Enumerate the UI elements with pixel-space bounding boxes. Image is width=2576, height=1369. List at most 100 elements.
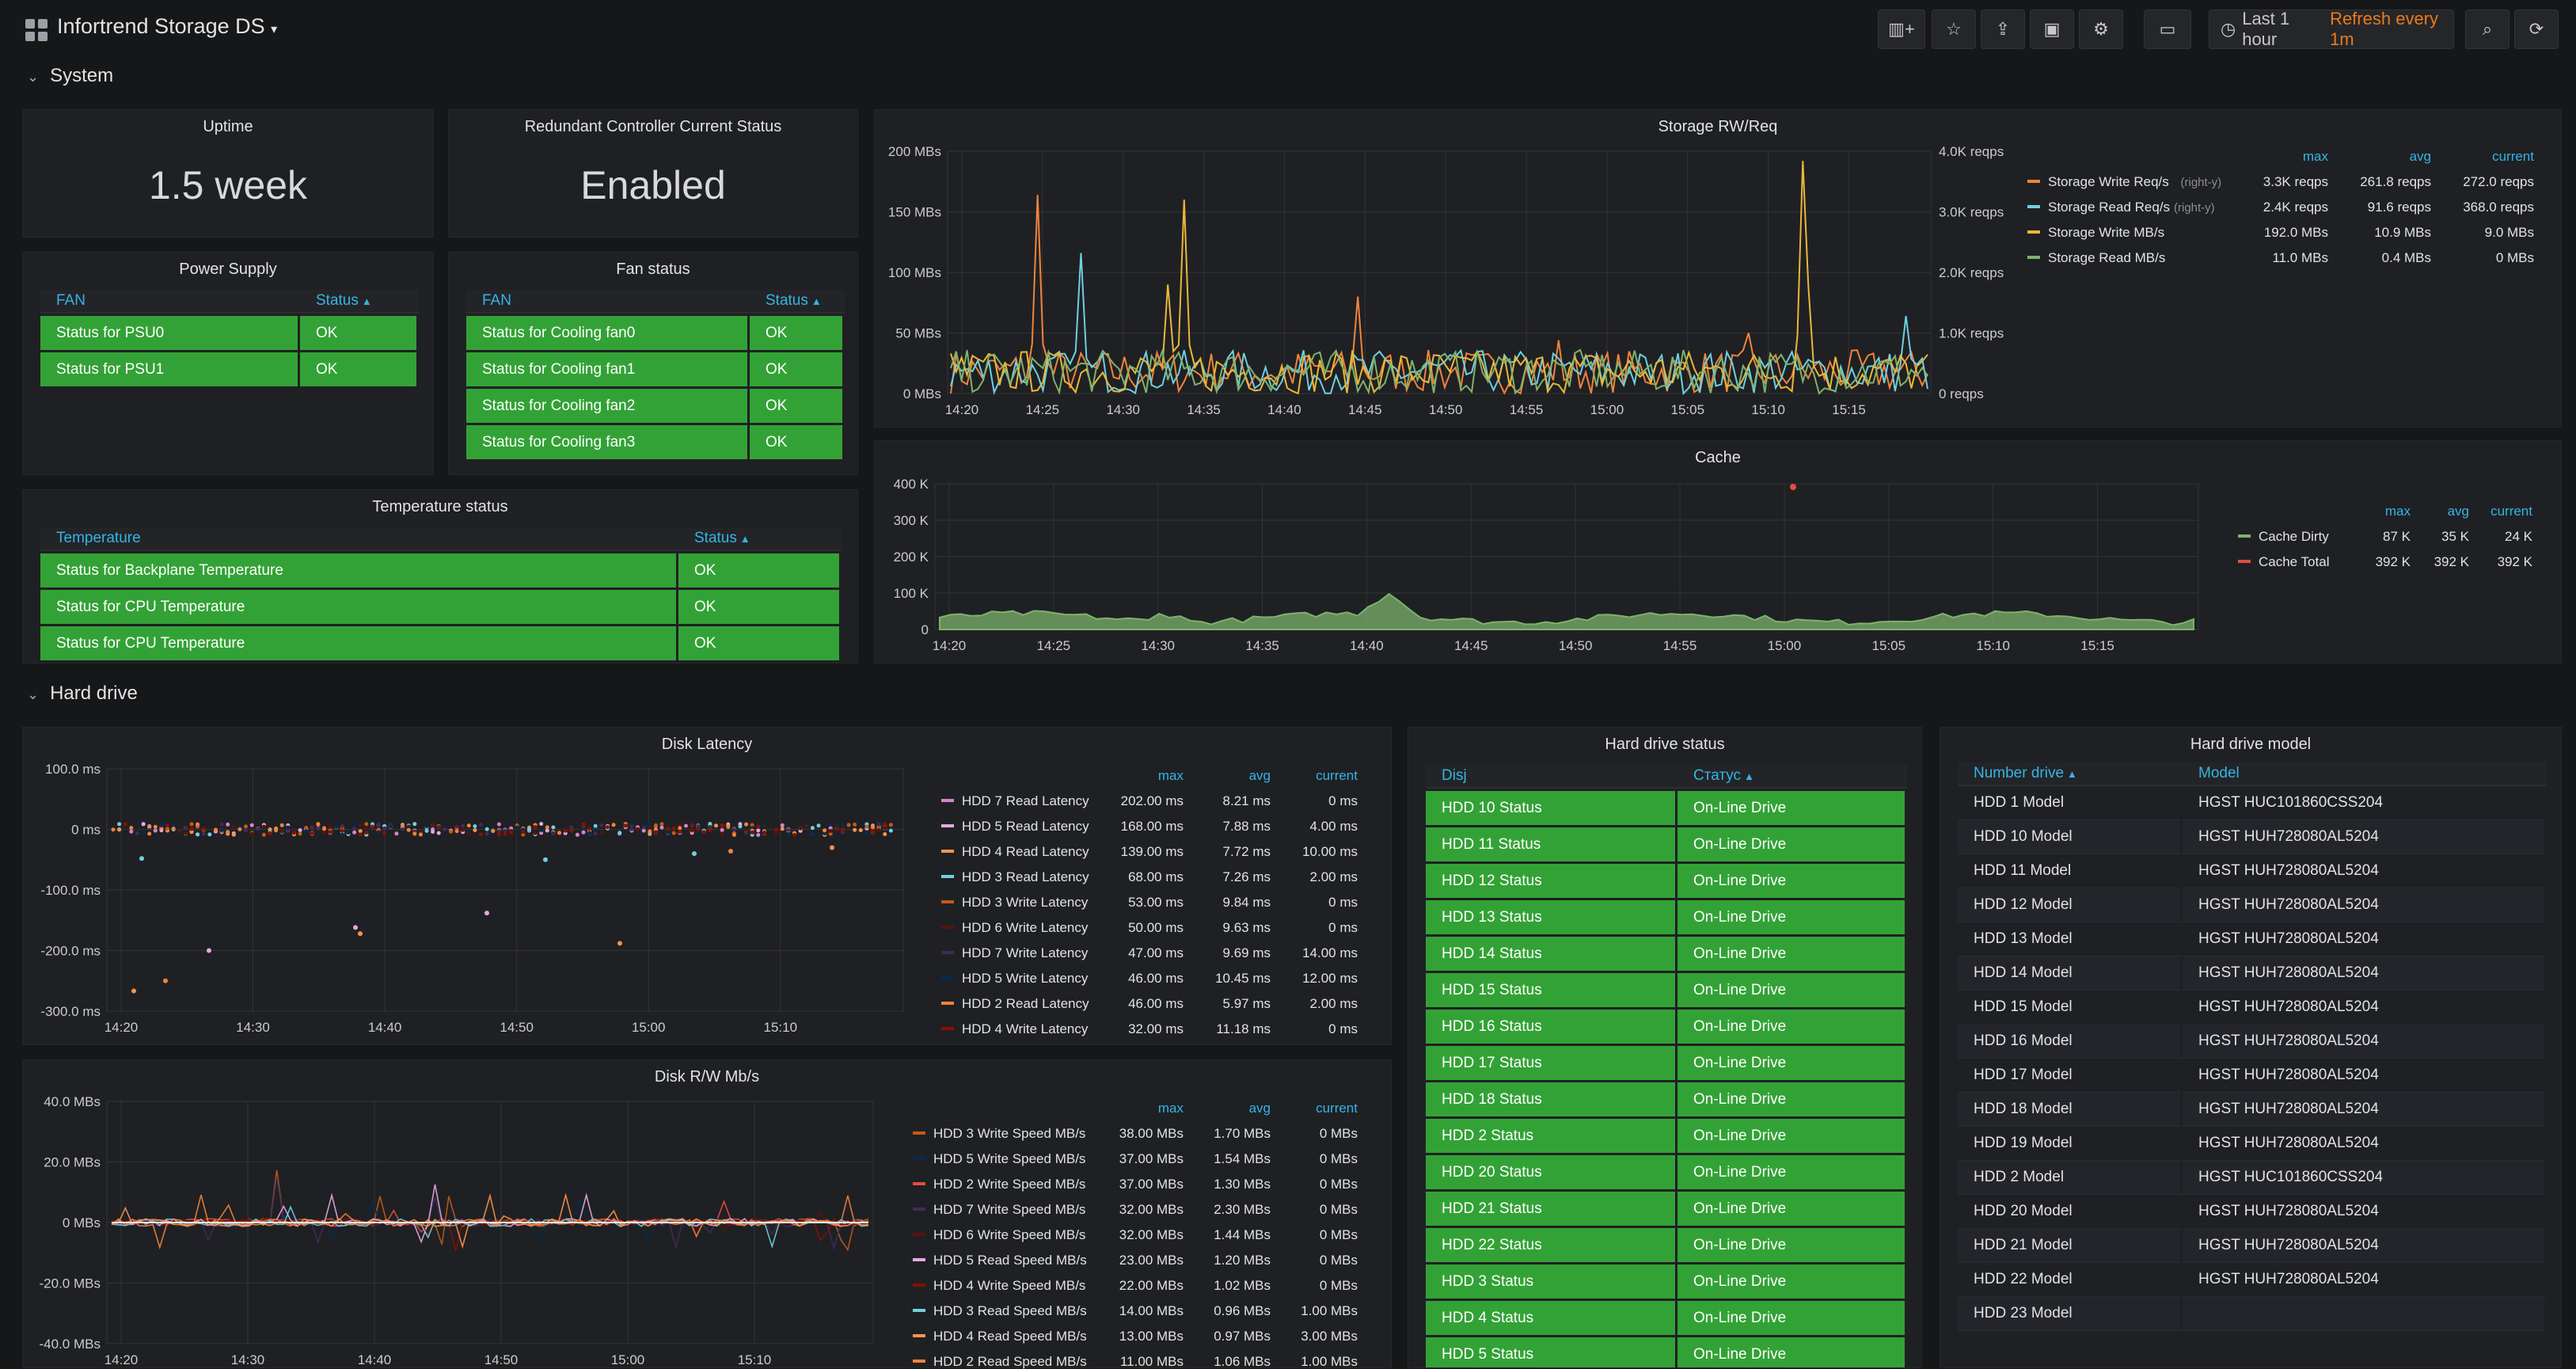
hdd-status-value-cell: On-Line Drive — [1677, 900, 1907, 934]
row-system[interactable]: ⌄ System — [27, 65, 113, 87]
hdd-model-name-cell: HDD 10 Model — [1958, 820, 2183, 854]
data-point — [543, 857, 548, 862]
temp-col-status[interactable]: Status ▲ — [678, 527, 842, 551]
legend-series-name: HDD 7 Write Latency — [962, 945, 1089, 960]
legend-avg: 1.20 MBs — [1214, 1253, 1271, 1268]
save-button[interactable]: ▣ — [2030, 10, 2074, 49]
x-tick-label: 14:50 — [1429, 402, 1463, 417]
data-point — [539, 827, 544, 832]
time-picker-button[interactable]: ◷ Last 1 hour Refresh every 1m — [2209, 9, 2454, 49]
data-point — [539, 822, 544, 826]
data-point — [871, 830, 875, 835]
fan-col-fan[interactable]: FAN — [466, 290, 750, 314]
data-point — [256, 827, 260, 831]
legend-swatch — [2027, 180, 2040, 183]
hdd-status-col-status[interactable]: Статус ▲ — [1677, 765, 1907, 789]
power-table: FAN Status ▲ Status for PSU0 OK Status for P… — [40, 287, 419, 389]
power-col-status[interactable]: Status ▲ — [300, 290, 419, 314]
legend-max: 32.00 MBs — [1119, 1227, 1184, 1242]
data-point — [183, 826, 188, 831]
hdd-model-col-model[interactable]: Model — [2183, 762, 2547, 786]
data-point — [484, 827, 489, 831]
data-point — [310, 831, 314, 835]
data-point — [139, 856, 144, 861]
legend-max: 139.00 ms — [1121, 844, 1184, 859]
legend-series-name: HDD 2 Read Speed MB/s — [933, 1354, 1087, 1369]
legend-series-name: HDD 4 Write Speed MB/s — [933, 1278, 1085, 1293]
data-point — [298, 831, 302, 836]
data-point — [196, 832, 200, 837]
legend-max: 13.00 MBs — [1119, 1329, 1184, 1344]
data-point — [135, 822, 139, 827]
add-panel-button[interactable]: ▥+ — [1878, 10, 1925, 49]
data-point — [503, 828, 507, 833]
x-tick-label: 14:45 — [1454, 638, 1488, 653]
refresh-button[interactable]: ⟳ — [2514, 10, 2559, 49]
data-point — [219, 827, 224, 832]
legend-avg: 1.30 MBs — [1214, 1177, 1271, 1192]
x-tick-label: 14:20 — [945, 402, 979, 417]
hdd-model-row: HDD 15 Model HGST HUH728080AL5204 — [1958, 991, 2547, 1025]
hdd-status-value-cell: On-Line Drive — [1677, 791, 1907, 825]
time-range-label: Last 1 hour — [2242, 9, 2290, 49]
x-tick-label: 14:40 — [368, 1020, 402, 1035]
legend-swatch — [913, 1233, 925, 1236]
power-value-cell: OK — [300, 352, 419, 386]
hdd-status-col-disk[interactable]: Disj — [1426, 765, 1677, 789]
hdd-status-value-cell: On-Line Drive — [1677, 1337, 1907, 1367]
hdd-model-table: Number drive ▲ Model HDD 1 Model HGST HUC10… — [1958, 762, 2547, 1331]
data-point — [473, 828, 477, 832]
data-point — [611, 823, 616, 827]
storage-rw-title: Storage RW/Req — [1658, 118, 1778, 135]
zoom-out-button[interactable]: ⌕ — [2465, 10, 2510, 49]
x-tick-label: 14:30 — [236, 1020, 270, 1035]
y-tick-label: -40.0 MBs — [40, 1337, 101, 1352]
settings-button[interactable]: ⚙ — [2079, 10, 2123, 49]
data-point — [841, 822, 845, 827]
data-point — [261, 824, 266, 829]
data-point — [153, 824, 158, 829]
x-tick-label: 14:20 — [933, 638, 967, 653]
power-col-fan[interactable]: FAN — [40, 290, 300, 314]
temp-col-name[interactable]: Temperature — [40, 527, 678, 551]
x-tick-label: 14:55 — [1663, 638, 1697, 653]
y-tick-label: 20.0 MBs — [44, 1155, 101, 1170]
star-button[interactable]: ☆ — [1932, 10, 1976, 49]
dashboard-grid-icon[interactable] — [25, 19, 47, 41]
data-point — [883, 832, 887, 836]
uptime-title: Uptime — [203, 118, 253, 135]
legend-current: 392 K — [2498, 554, 2533, 569]
dashboard-title[interactable]: Infortrend Storage DS ▾ — [57, 14, 277, 39]
data-point — [671, 826, 676, 831]
fan-col-status[interactable]: Status ▲ — [750, 290, 845, 314]
data-point — [484, 911, 489, 916]
data-point — [461, 823, 465, 828]
y-tick-label: 100 K — [894, 586, 929, 601]
data-point — [244, 828, 248, 833]
data-point — [340, 823, 344, 828]
data-point — [454, 829, 459, 834]
legend-header: max — [1158, 768, 1184, 783]
legend-current: 0 MBs — [1320, 1126, 1358, 1141]
legend-axis-note: (right-y) — [2181, 176, 2222, 189]
hdd-model-name-cell: HDD 20 Model — [1958, 1195, 2183, 1229]
x-tick-label: 14:25 — [1037, 638, 1071, 653]
legend-max: 32.00 ms — [1128, 1021, 1184, 1036]
legend-current: 0 MBs — [1320, 1177, 1358, 1192]
fan-row: Status for Cooling fan2 OK — [466, 389, 845, 423]
data-point — [412, 822, 417, 827]
gear-icon: ⚙ — [2093, 19, 2109, 39]
data-point — [111, 827, 116, 832]
legend-max: 53.00 ms — [1128, 895, 1184, 910]
hdd-model-row: HDD 19 Model HGST HUH728080AL5204 — [1958, 1127, 2547, 1161]
data-point — [750, 830, 754, 835]
legend-max: 32.00 MBs — [1119, 1202, 1184, 1217]
hdd-status-value-cell: On-Line Drive — [1677, 1192, 1907, 1226]
legend-avg: 10.9 MBs — [2374, 225, 2431, 240]
share-button[interactable]: ⇪ — [1981, 10, 2025, 49]
hdd-model-col-number[interactable]: Number drive ▲ — [1958, 762, 2183, 786]
tv-mode-button[interactable]: ▭ — [2144, 10, 2191, 49]
row-hard-drive[interactable]: ⌄ Hard drive — [27, 683, 138, 705]
data-point — [418, 832, 423, 837]
legend-avg: 9.69 ms — [1223, 945, 1271, 960]
